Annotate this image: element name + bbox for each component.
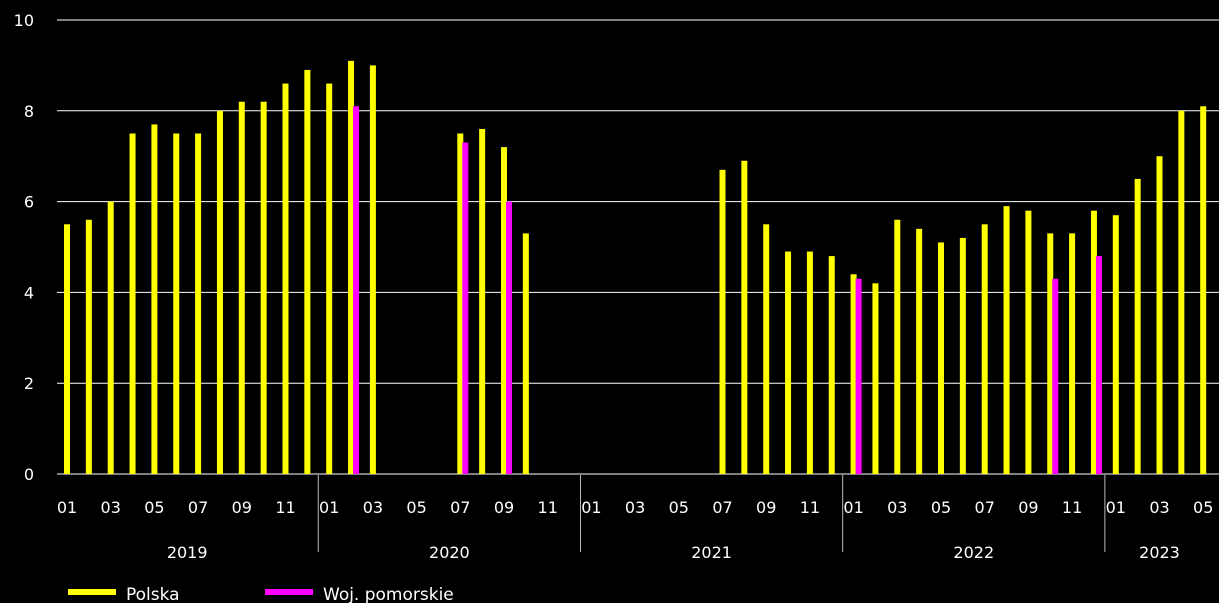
bar-polska (238, 101, 245, 474)
bar-polska (719, 169, 726, 474)
bar-polska (195, 133, 202, 474)
x-tick-label: 01 (581, 498, 601, 517)
bar-polska (1156, 156, 1163, 474)
legend-swatch-polska (68, 589, 116, 595)
bar-polska (959, 237, 966, 474)
bar-polska (107, 201, 114, 474)
x-tick-label: 03 (363, 498, 383, 517)
bar-polska (260, 101, 267, 474)
year-label: 2022 (953, 543, 994, 562)
x-tick-label: 11 (275, 498, 295, 517)
y-tick-label: 2 (24, 374, 34, 393)
bar-polska (938, 242, 944, 474)
x-tick-label: 03 (101, 498, 121, 517)
year-label: 2023 (1139, 543, 1180, 562)
year-label: 2021 (691, 543, 732, 562)
x-tick-label: 01 (1106, 498, 1126, 517)
bar-polska (1134, 178, 1141, 474)
bar-polska (64, 224, 70, 474)
y-tick-label: 6 (24, 193, 34, 212)
bar-pomorskie (462, 142, 469, 474)
x-tick-label: 11 (800, 498, 820, 517)
x-tick-label: 03 (625, 498, 645, 517)
x-tick-label: 07 (712, 498, 732, 517)
bar-polska (129, 133, 136, 474)
x-tick-label: 01 (319, 498, 339, 517)
x-tick-label: 09 (1018, 498, 1038, 517)
legend-swatch-pomorskie (265, 589, 313, 595)
x-tick-label: 11 (1062, 498, 1082, 517)
bar-polska (173, 133, 180, 474)
bar-polska (1112, 215, 1119, 474)
y-tick-label: 10 (14, 11, 34, 30)
bar-polska (304, 69, 311, 474)
bar-polska (369, 65, 376, 475)
bar-polska (1025, 210, 1032, 474)
grid-lines (57, 19, 1219, 475)
bar-polska (894, 219, 901, 474)
bar-polska (806, 251, 813, 474)
x-tick-label: 05 (931, 498, 951, 517)
bar-polska (501, 147, 507, 474)
legend-label-pomorskie: Woj. pomorskie (323, 585, 454, 603)
x-tick-label: 05 (669, 498, 689, 517)
bar-polska (981, 224, 988, 474)
bar-polska (1003, 206, 1010, 474)
bar-polska (850, 274, 857, 474)
legend: Polska Woj. pomorskie (68, 585, 454, 603)
bar-polska (1090, 210, 1097, 474)
x-tick-label: 05 (406, 498, 426, 517)
x-tick-label: 01 (843, 498, 863, 517)
year-label: 2019 (167, 543, 208, 562)
year-label: 2020 (429, 543, 470, 562)
bar-polska (872, 283, 879, 474)
bar-polska (828, 256, 835, 474)
x-tick-label: 03 (887, 498, 907, 517)
x-tick-label: 07 (450, 498, 470, 517)
legend-label-polska: Polska (126, 585, 180, 603)
bar-pomorskie (506, 201, 512, 474)
bar-polska (1047, 233, 1054, 474)
x-tick-label: 09 (494, 498, 514, 517)
bar-pomorskie (1052, 278, 1059, 474)
bar-polska (1178, 110, 1185, 475)
bar-polska (457, 133, 464, 474)
bar-polska (216, 110, 223, 475)
x-tick-label: 01 (57, 498, 77, 517)
bar-polska (522, 233, 529, 474)
x-axis: 01 03 05 07 09 11 2019 01 03 05 07 09 11 2020 01 03 05 07… (57, 475, 1213, 562)
bar-pomorskie (353, 106, 360, 474)
bar-polska (763, 224, 770, 474)
x-tick-label: 05 (1193, 498, 1213, 517)
y-axis-ticks: 0 2 4 6 8 10 (14, 11, 34, 484)
bar-polska (741, 160, 748, 475)
x-tick-label: 07 (975, 498, 995, 517)
x-tick-label: 09 (232, 498, 252, 517)
bar-polska (916, 228, 923, 474)
x-tick-label: 05 (144, 498, 164, 517)
bars (64, 60, 1207, 475)
x-tick-label: 03 (1149, 498, 1169, 517)
bar-polska (785, 251, 792, 474)
bar-polska (1200, 106, 1207, 474)
bar-polska (479, 128, 486, 474)
x-tick-label: 07 (188, 498, 208, 517)
bar-pomorskie (855, 278, 862, 474)
x-tick-label: 11 (538, 498, 558, 517)
bar-polska (348, 60, 355, 475)
bar-polska (282, 83, 289, 474)
bar-polska (326, 83, 333, 474)
bar-polska (85, 219, 92, 474)
x-tick-label: 09 (756, 498, 776, 517)
y-tick-label: 4 (24, 283, 34, 302)
bar-polska (1069, 233, 1076, 474)
bar-pomorskie (1095, 256, 1102, 474)
bar-polska (151, 124, 158, 475)
y-tick-label: 0 (24, 465, 34, 484)
y-tick-label: 8 (24, 102, 34, 121)
